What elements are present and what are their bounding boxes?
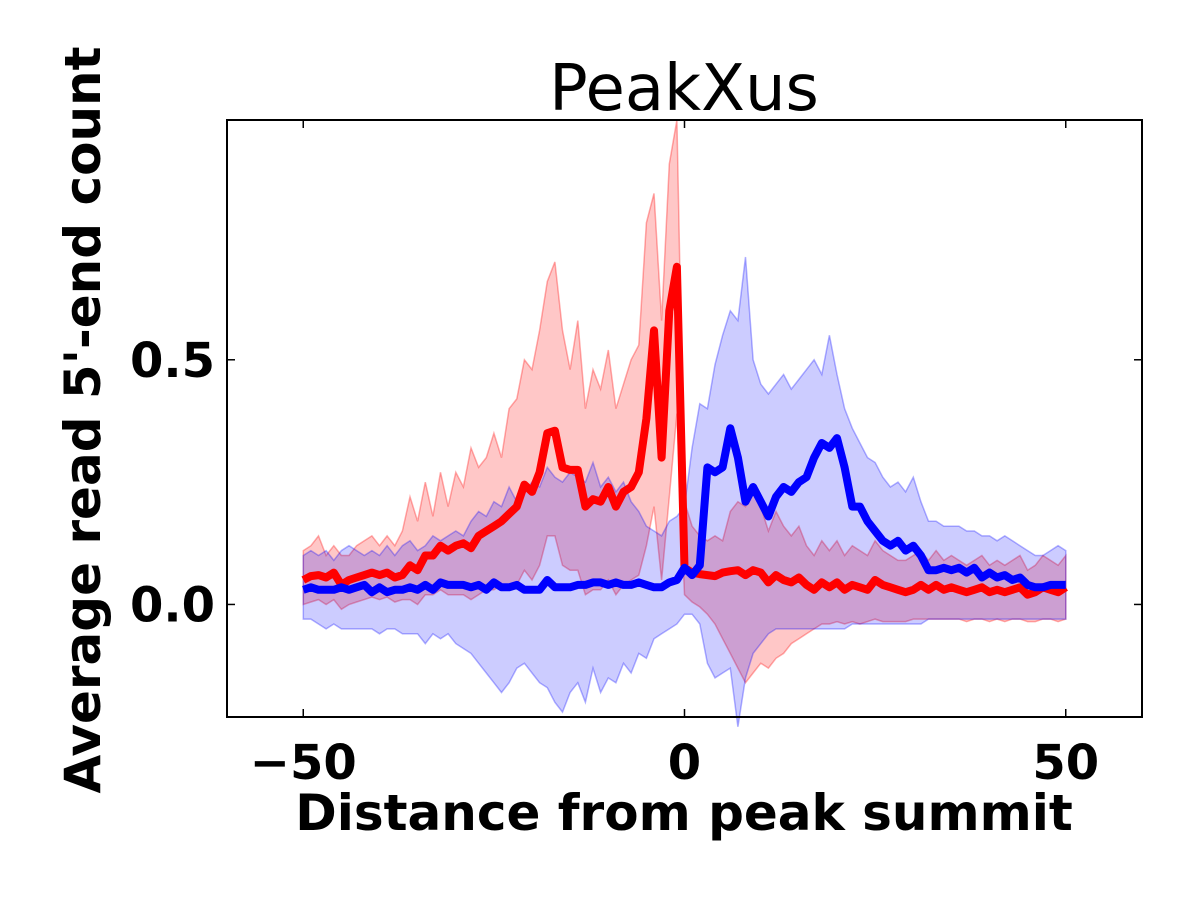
y-axis-ticks: 0.0 0.5 <box>130 333 1142 633</box>
x-tick-label: 0 <box>668 735 701 791</box>
y-axis-label: Average read 5'-end count <box>54 46 112 793</box>
x-tick-label: −50 <box>250 735 357 791</box>
series-1-error-band <box>302 119 1067 685</box>
series-2-line <box>302 424 1066 597</box>
plot-frame <box>226 119 1143 718</box>
plot-area <box>301 119 1068 727</box>
chart-title: PeakXus <box>549 52 819 126</box>
x-axis-label: Distance from peak summit <box>295 784 1073 842</box>
x-axis-ticks: −50 0 50 <box>250 120 1099 791</box>
x-tick-label: 50 <box>1032 735 1099 791</box>
y-tick-label: 0.5 <box>130 333 215 389</box>
series-2-error-band <box>302 256 1067 727</box>
y-tick-label: 0.0 <box>130 577 215 633</box>
